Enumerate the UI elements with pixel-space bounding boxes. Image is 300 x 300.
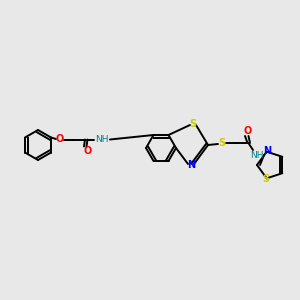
Text: N: N xyxy=(187,160,195,170)
Text: O: O xyxy=(84,146,92,157)
Text: O: O xyxy=(56,134,64,145)
Text: N: N xyxy=(264,146,272,156)
Text: O: O xyxy=(244,126,252,136)
Text: NH: NH xyxy=(250,151,264,160)
Text: NH: NH xyxy=(95,135,109,144)
Text: S: S xyxy=(262,174,269,184)
Text: S: S xyxy=(218,138,226,148)
Text: S: S xyxy=(189,119,197,129)
